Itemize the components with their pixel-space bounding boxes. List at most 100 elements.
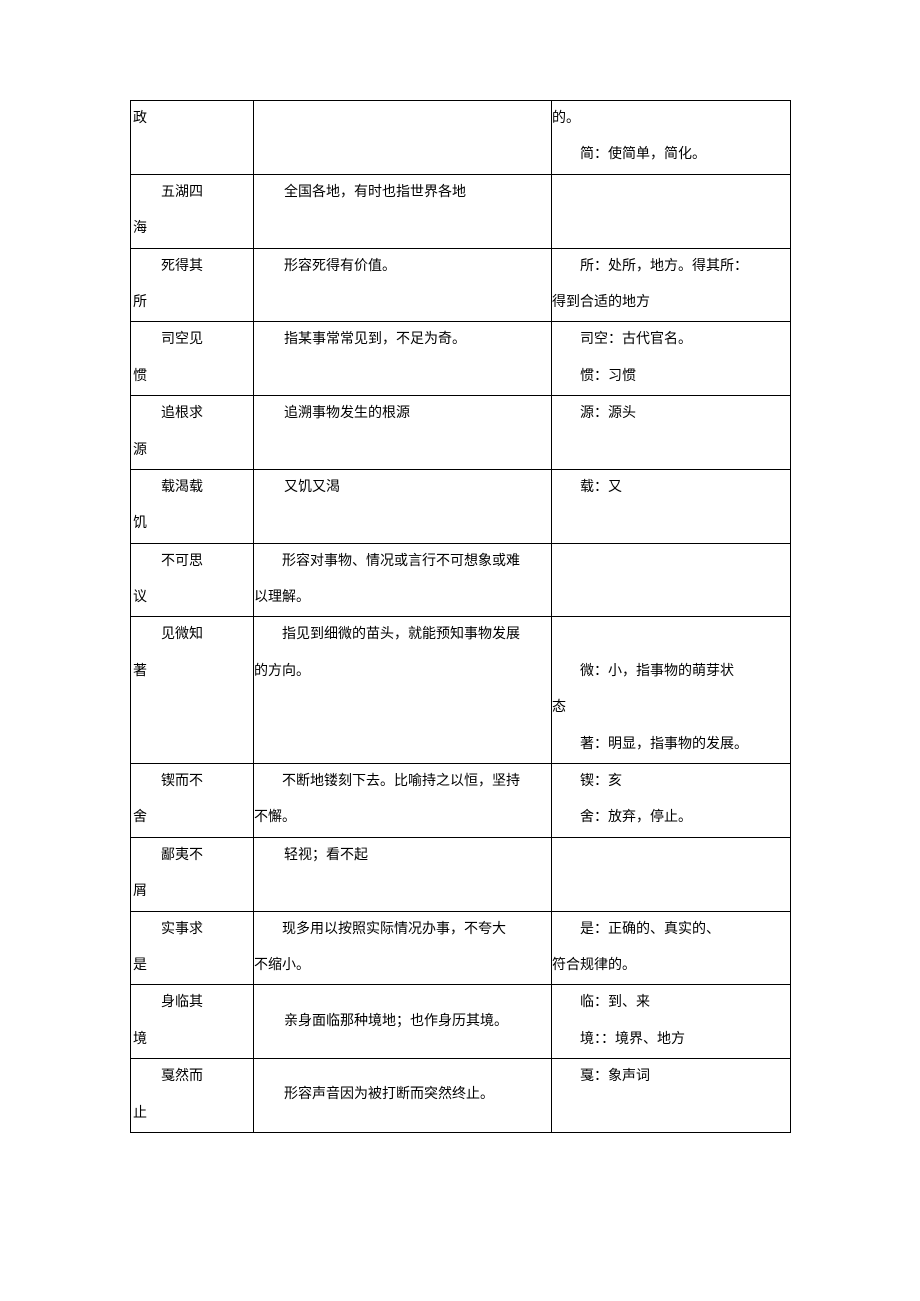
table-row: 不可思议 形容对事物、情况或言行不可想象或难以理解。 bbox=[131, 543, 791, 617]
definition-line: 的方向。 bbox=[254, 654, 551, 690]
definition-line: 指见到细微的苗头，就能预知事物发展 bbox=[254, 617, 551, 653]
table-row: 戛然而止形容声音因为被打断而突然终止。 戛：象声词 bbox=[131, 1059, 791, 1133]
table-row: 死得其所形容死得有价值。 所：处所，地方。得其所：得到合适的地方 bbox=[131, 248, 791, 322]
definition-text: 又饥又渴 bbox=[254, 470, 551, 506]
term-tail: 惯 bbox=[131, 359, 253, 395]
term-cell: 载渴载饥 bbox=[131, 469, 254, 543]
note-cell: 戛：象声词 bbox=[552, 1059, 791, 1133]
note-cell: 微：小，指事物的萌芽状态 著：明显，指事物的发展。 bbox=[552, 617, 791, 764]
note-line: 境：：境界、地方 bbox=[552, 1022, 790, 1058]
note-cell: 所：处所，地方。得其所：得到合适的地方 bbox=[552, 248, 791, 322]
definition-text: 形容声音因为被打断而突然终止。 bbox=[254, 1077, 551, 1113]
term-cell: 身临其境 bbox=[131, 985, 254, 1059]
definition-line: 不懈。 bbox=[254, 800, 551, 836]
term-tail: 政 bbox=[131, 101, 253, 137]
note-cell: 临：到、来 境：：境界、地方 bbox=[552, 985, 791, 1059]
term-cell: 五湖四海 bbox=[131, 174, 254, 248]
definition-cell: 亲身面临那种境地；也作身历其境。 bbox=[254, 985, 552, 1059]
note-cell: 源：源头 bbox=[552, 396, 791, 470]
term-cell: 实事求是 bbox=[131, 911, 254, 985]
table-row: 实事求是 现多用以按照实际情况办事，不夸大不缩小。 是：正确的、真实的、符合规律… bbox=[131, 911, 791, 985]
definition-cell: 追溯事物发生的根源 bbox=[254, 396, 552, 470]
term-tail: 著 bbox=[131, 654, 253, 690]
note-line: 惯：习惯 bbox=[552, 359, 790, 395]
term-cell: 司空见惯 bbox=[131, 322, 254, 396]
term-head: 见微知 bbox=[131, 617, 253, 653]
note-line: 所：处所，地方。得其所： bbox=[552, 249, 790, 285]
idiom-table: 政的。 简：使简单，简化。五湖四海全国各地，有时也指世界各地死得其所形容死得有价… bbox=[130, 100, 791, 1133]
note-line: 得到合适的地方 bbox=[552, 285, 790, 321]
term-head: 身临其 bbox=[131, 985, 253, 1021]
definition-cell: 轻视；看不起 bbox=[254, 837, 552, 911]
term-tail: 源 bbox=[131, 433, 253, 469]
note-line: 态 bbox=[552, 690, 790, 726]
definition-text: 全国各地，有时也指世界各地 bbox=[254, 175, 551, 211]
definition-line: 以理解。 bbox=[254, 580, 551, 616]
definition-cell: 形容死得有价值。 bbox=[254, 248, 552, 322]
definition-cell: 不断地镂刻下去。比喻持之以恒，坚持不懈。 bbox=[254, 764, 552, 838]
term-head: 鄙夷不 bbox=[131, 838, 253, 874]
definition-cell: 指见到细微的苗头，就能预知事物发展的方向。 bbox=[254, 617, 552, 764]
definition-line: 不断地镂刻下去。比喻持之以恒，坚持 bbox=[254, 764, 551, 800]
term-head: 死得其 bbox=[131, 249, 253, 285]
note-cell bbox=[552, 174, 791, 248]
term-tail: 境 bbox=[131, 1022, 253, 1058]
note-cell bbox=[552, 543, 791, 617]
term-tail: 是 bbox=[131, 948, 253, 984]
definition-text: 轻视；看不起 bbox=[254, 838, 551, 874]
note-line: 微：小，指事物的萌芽状 bbox=[552, 654, 790, 690]
term-head: 实事求 bbox=[131, 912, 253, 948]
note-cell: 的。 简：使简单，简化。 bbox=[552, 101, 791, 175]
note-cell bbox=[552, 837, 791, 911]
definition-cell: 现多用以按照实际情况办事，不夸大不缩小。 bbox=[254, 911, 552, 985]
term-cell: 追根求源 bbox=[131, 396, 254, 470]
term-head: 司空见 bbox=[131, 322, 253, 358]
term-head: 锲而不 bbox=[131, 764, 253, 800]
term-tail: 屑 bbox=[131, 874, 253, 910]
definition-cell: 形容对事物、情况或言行不可想象或难以理解。 bbox=[254, 543, 552, 617]
term-tail: 舍 bbox=[131, 800, 253, 836]
table-row: 锲而不舍 不断地镂刻下去。比喻持之以恒，坚持不懈。 锲：亥 舍：放弃，停止。 bbox=[131, 764, 791, 838]
note-line: 舍：放弃，停止。 bbox=[552, 800, 790, 836]
table-row: 见微知著 指见到细微的苗头，就能预知事物发展的方向。 微：小，指事物的萌芽状态 … bbox=[131, 617, 791, 764]
definition-cell bbox=[254, 101, 552, 175]
term-cell: 死得其所 bbox=[131, 248, 254, 322]
note-cell: 载：又 bbox=[552, 469, 791, 543]
term-cell: 鄙夷不屑 bbox=[131, 837, 254, 911]
term-tail: 海 bbox=[131, 211, 253, 247]
note-cell: 锲：亥 舍：放弃，停止。 bbox=[552, 764, 791, 838]
definition-text: 追溯事物发生的根源 bbox=[254, 396, 551, 432]
term-cell: 不可思议 bbox=[131, 543, 254, 617]
term-tail: 所 bbox=[131, 285, 253, 321]
table-row: 身临其境亲身面临那种境地；也作身历其境。 临：到、来 境：：境界、地方 bbox=[131, 985, 791, 1059]
term-cell: 锲而不舍 bbox=[131, 764, 254, 838]
term-head: 不可思 bbox=[131, 544, 253, 580]
note-line bbox=[552, 617, 790, 653]
term-head: 五湖四 bbox=[131, 175, 253, 211]
definition-line: 现多用以按照实际情况办事，不夸大 bbox=[254, 912, 551, 948]
term-head: 追根求 bbox=[131, 396, 253, 432]
note-line: 锲：亥 bbox=[552, 764, 790, 800]
note-line: 符合规律的。 bbox=[552, 948, 790, 984]
table-row: 五湖四海全国各地，有时也指世界各地 bbox=[131, 174, 791, 248]
term-head: 戛然而 bbox=[131, 1059, 253, 1095]
term-tail: 饥 bbox=[131, 506, 253, 542]
table-row: 司空见惯指某事常常见到，不足为奇。 司空：古代官名。 惯：习惯 bbox=[131, 322, 791, 396]
term-cell: 戛然而止 bbox=[131, 1059, 254, 1133]
note-line: 临：到、来 bbox=[552, 985, 790, 1021]
note-line: 的。 bbox=[552, 101, 790, 137]
note-line: 是：正确的、真实的、 bbox=[552, 912, 790, 948]
term-head: 载渴载 bbox=[131, 470, 253, 506]
table-row: 追根求源追溯事物发生的根源 源：源头 bbox=[131, 396, 791, 470]
note-line: 司空：古代官名。 bbox=[552, 322, 790, 358]
table-row: 鄙夷不屑轻视；看不起 bbox=[131, 837, 791, 911]
definition-text: 亲身面临那种境地；也作身历其境。 bbox=[254, 1004, 551, 1040]
term-tail: 止 bbox=[131, 1096, 253, 1132]
table-row: 载渴载饥又饥又渴 载：又 bbox=[131, 469, 791, 543]
definition-line: 形容对事物、情况或言行不可想象或难 bbox=[254, 544, 551, 580]
note-line: 著：明显，指事物的发展。 bbox=[552, 727, 790, 763]
term-cell: 见微知著 bbox=[131, 617, 254, 764]
note-cell: 是：正确的、真实的、符合规律的。 bbox=[552, 911, 791, 985]
definition-cell: 又饥又渴 bbox=[254, 469, 552, 543]
definition-text: 形容死得有价值。 bbox=[254, 249, 551, 285]
